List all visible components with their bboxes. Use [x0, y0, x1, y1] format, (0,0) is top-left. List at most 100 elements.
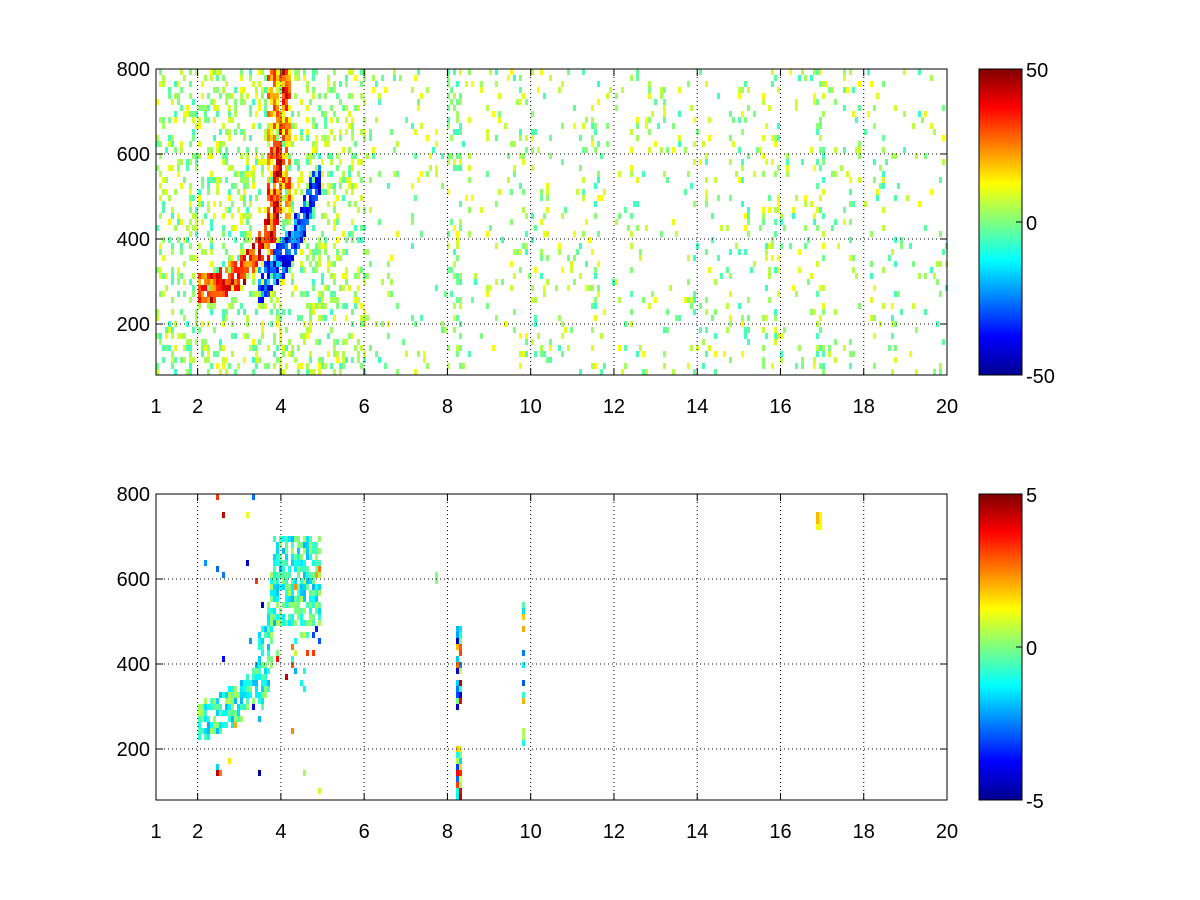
heatmap-cell — [273, 536, 276, 542]
heatmap-cell — [513, 249, 516, 255]
heatmap-cell — [273, 620, 276, 626]
heatmap-cell — [330, 291, 333, 297]
heatmap-cell — [225, 99, 228, 105]
heatmap-cell — [252, 267, 255, 273]
heatmap-cell — [603, 309, 606, 315]
heatmap-cell — [177, 213, 180, 219]
heatmap-cell — [162, 291, 165, 297]
heatmap-cell — [630, 171, 633, 177]
heatmap-cell — [318, 255, 321, 261]
heatmap-cell — [264, 75, 267, 81]
heatmap-cell — [777, 135, 780, 141]
x-tick-label: 10 — [520, 821, 542, 843]
heatmap-cell — [303, 686, 306, 692]
heatmap-cell — [414, 195, 417, 201]
heatmap-cell — [261, 602, 264, 608]
heatmap-cell — [456, 345, 459, 351]
heatmap-cell — [726, 267, 729, 273]
heatmap-cell — [306, 572, 309, 578]
heatmap-cell — [216, 279, 219, 285]
heatmap-cell — [273, 303, 276, 309]
heatmap-cell — [228, 303, 231, 309]
heatmap-cell — [282, 351, 285, 357]
heatmap-cell — [456, 782, 459, 788]
heatmap-cell — [774, 339, 777, 345]
heatmap-cell — [870, 261, 873, 267]
heatmap-cell — [714, 351, 717, 357]
heatmap-cell — [822, 153, 825, 159]
heatmap-cell — [207, 147, 210, 153]
heatmap-cell — [843, 147, 846, 153]
heatmap-cell — [327, 81, 330, 87]
heatmap-cell — [273, 572, 276, 578]
heatmap-cell — [249, 638, 252, 644]
heatmap-cell — [279, 189, 282, 195]
heatmap-cell — [840, 165, 843, 171]
heatmap-cell — [285, 135, 288, 141]
heatmap-cell — [711, 213, 714, 219]
heatmap-cell — [159, 195, 162, 201]
heatmap-cell — [249, 195, 252, 201]
heatmap-cell — [528, 273, 531, 279]
heatmap-cell — [171, 249, 174, 255]
heatmap-cell — [291, 195, 294, 201]
heatmap-cell — [822, 81, 825, 87]
heatmap-cell — [243, 99, 246, 105]
heatmap-cell — [351, 231, 354, 237]
heatmap-cell — [561, 123, 564, 129]
heatmap-cell — [177, 99, 180, 105]
heatmap-cell — [321, 243, 324, 249]
heatmap-cell — [243, 201, 246, 207]
heatmap-cell — [942, 135, 945, 141]
heatmap-cell — [312, 147, 315, 153]
heatmap-cell — [201, 710, 204, 716]
heatmap-cell — [255, 153, 258, 159]
heatmap-cell — [297, 566, 300, 572]
heatmap-cell — [309, 369, 312, 375]
heatmap-cell — [213, 704, 216, 710]
heatmap-cell — [645, 117, 648, 123]
heatmap-cell — [741, 129, 744, 135]
heatmap-cell — [891, 369, 894, 375]
heatmap-cell — [276, 614, 279, 620]
heatmap-cell — [507, 177, 510, 183]
heatmap-cell — [183, 261, 186, 267]
heatmap-cell — [339, 255, 342, 261]
heatmap-cell — [531, 213, 534, 219]
heatmap-cell — [270, 129, 273, 135]
axes-box-2 — [155, 493, 948, 801]
heatmap-cell — [456, 297, 459, 303]
heatmap-cell — [297, 177, 300, 183]
heatmap-cell — [768, 195, 771, 201]
heatmap-cell — [555, 285, 558, 291]
heatmap-cell — [294, 123, 297, 129]
heatmap-cell — [852, 267, 855, 273]
heatmap-cell — [225, 692, 228, 698]
heatmap-cell — [705, 351, 708, 357]
heatmap-cell — [411, 219, 414, 225]
heatmap-cell — [270, 231, 273, 237]
heatmap-cell — [882, 183, 885, 189]
heatmap-cell — [747, 219, 750, 225]
heatmap-cell — [768, 267, 771, 273]
heatmap-cell — [270, 267, 273, 273]
heatmap-cell — [312, 650, 315, 656]
heatmap-cell — [306, 213, 309, 219]
heatmap-cell — [330, 87, 333, 93]
heatmap-cell — [885, 159, 888, 165]
heatmap-cell — [447, 123, 450, 129]
heatmap-cell — [270, 93, 273, 99]
heatmap-cell — [192, 285, 195, 291]
heatmap-cell — [360, 93, 363, 99]
heatmap-cell — [651, 111, 654, 117]
heatmap-cell — [333, 291, 336, 297]
heatmap-cell — [318, 369, 321, 375]
heatmap-cell — [171, 165, 174, 171]
heatmap-cell — [819, 512, 822, 518]
heatmap-cell — [504, 321, 507, 327]
heatmap-cell — [207, 285, 210, 291]
x-tick-label: 18 — [853, 396, 875, 418]
heatmap-cell — [768, 105, 771, 111]
heatmap-cell — [192, 255, 195, 261]
heatmap-cell — [747, 297, 750, 303]
